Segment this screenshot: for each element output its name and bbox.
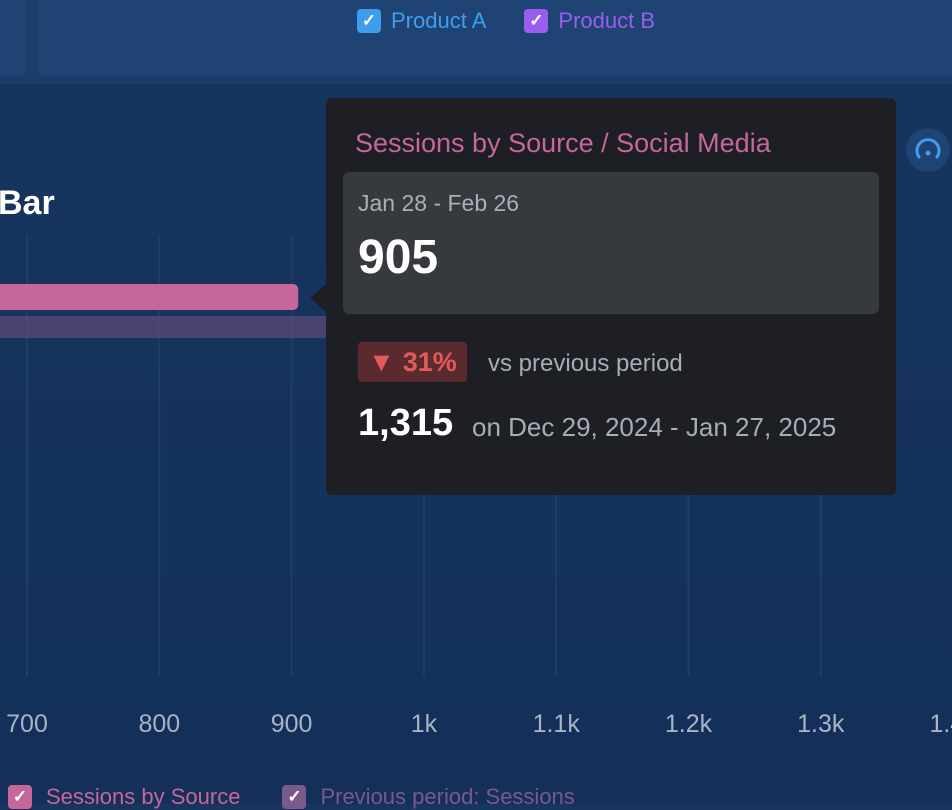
x-tick-label: 1.1k [533, 710, 581, 738]
gauge-icon [915, 138, 941, 159]
top-panel-left [0, 0, 26, 76]
legend-item-product-b[interactable]: ✓ Product B [524, 8, 655, 34]
tooltip: Sessions by Source / Social Media Jan 28… [326, 98, 896, 495]
previous-range: on Dec 29, 2024 - Jan 27, 2025 [472, 412, 837, 442]
change-badge: ▼ 31% [358, 342, 467, 382]
legend-label-sessions: Sessions by Source [46, 784, 241, 809]
top-panel-right [38, 0, 952, 76]
checkbox-checked-icon[interactable]: ✓ [357, 9, 381, 33]
tooltip-arrow [310, 284, 326, 312]
bar-sessions-social-media[interactable] [0, 284, 299, 310]
legend-item-sessions-by-source[interactable]: ✓ Sessions by Source [8, 784, 240, 810]
tooltip-current-box: Jan 28 - Feb 26 905 [343, 172, 879, 314]
x-tick-label: 1k [411, 710, 438, 738]
chart-title: Bar [0, 184, 55, 222]
legend-top: ✓ Product A ✓ Product B [357, 8, 655, 34]
legend-label-product-b: Product B [558, 8, 655, 33]
tooltip-current-range: Jan 28 - Feb 26 [358, 190, 520, 216]
vs-label: vs previous period [488, 350, 683, 377]
checkbox-checked-icon[interactable]: ✓ [282, 785, 307, 809]
previous-value: 1,315 [358, 402, 454, 444]
legend-item-previous-period[interactable]: ✓ Previous period: Sessions [282, 784, 575, 810]
tooltip-title: Sessions by Source / Social Media [355, 128, 771, 158]
x-tick-label: 700 [6, 710, 48, 738]
legend-bottom: ✓ Sessions by Source ✓ Previous period: … [8, 784, 575, 810]
x-tick-label: 800 [138, 710, 180, 738]
legend-item-product-a[interactable]: ✓ Product A [357, 8, 486, 34]
legend-label-previous-period: Previous period: Sessions [320, 784, 575, 809]
x-tick-label: 900 [271, 710, 313, 738]
checkbox-checked-icon[interactable]: ✓ [524, 9, 549, 33]
tooltip-current-value: 905 [358, 231, 439, 284]
legend-label-product-a: Product A [391, 8, 487, 33]
gauge-button[interactable] [906, 128, 950, 172]
down-triangle-icon: ▼ [368, 346, 395, 377]
x-tick-label: 1.4k [929, 710, 952, 738]
x-tick-label: 1.2k [665, 710, 713, 738]
change-percent: 31% [402, 346, 457, 377]
x-tick-label: 1.3k [797, 710, 845, 738]
checkbox-checked-icon[interactable]: ✓ [8, 785, 32, 809]
